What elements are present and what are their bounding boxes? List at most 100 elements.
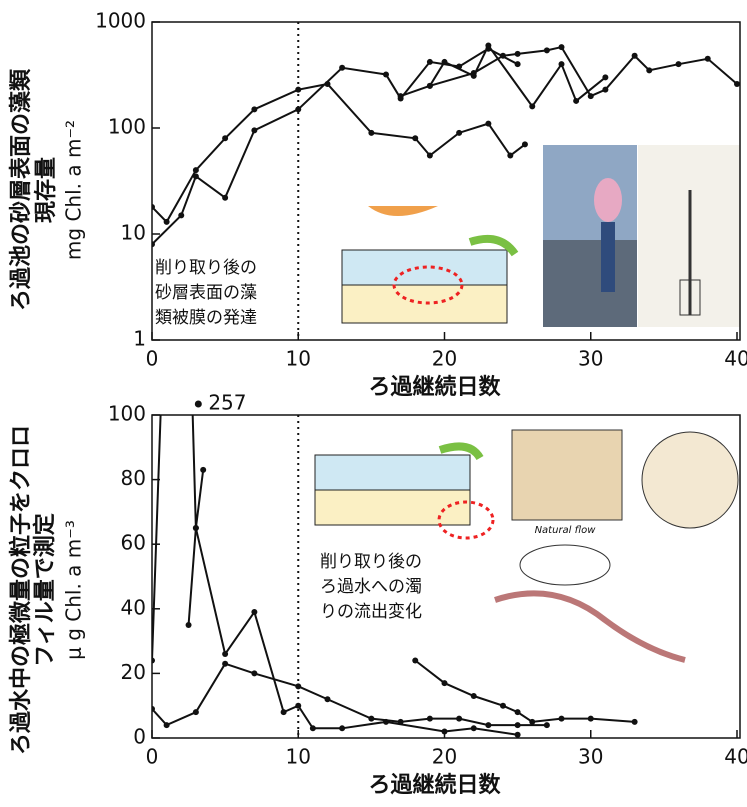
- data-point: [295, 703, 301, 709]
- data-point: [676, 61, 682, 67]
- data-point: [222, 195, 228, 201]
- data-point: [559, 61, 565, 67]
- data-point: [500, 53, 506, 59]
- data-point: [251, 609, 257, 615]
- chart: Natural flow 1101001000010203040ろ過継続日数ろ過…: [0, 0, 747, 807]
- data-point: [186, 622, 192, 628]
- data-point: [646, 67, 652, 73]
- data-point: [442, 729, 448, 735]
- y-tick-label: 1: [133, 327, 146, 351]
- data-point: [178, 212, 184, 218]
- illustration: [315, 430, 738, 660]
- y-tick-label: 80: [121, 466, 146, 490]
- y-tick-label: 1000: [95, 9, 146, 33]
- data-point: [471, 725, 477, 731]
- data-point: [251, 127, 257, 133]
- x-tick-label: 10: [286, 745, 311, 769]
- data-point: [456, 130, 462, 136]
- data-point: [529, 719, 535, 725]
- data-point: [632, 53, 638, 59]
- series-line: [152, 49, 518, 245]
- data-point: [193, 709, 199, 715]
- data-point: [485, 43, 491, 49]
- data-point: [193, 525, 199, 531]
- x-axis-label: ろ過継続日数: [368, 772, 501, 798]
- data-point: [471, 693, 477, 699]
- annotation: 削り取り後の: [155, 258, 257, 278]
- data-point: [339, 725, 345, 731]
- data-point: [588, 716, 594, 722]
- data-point: [368, 716, 374, 722]
- y-tick-label: 0: [133, 725, 146, 749]
- x-tick-label: 20: [432, 745, 457, 769]
- data-point: [427, 59, 433, 65]
- x-tick-label: 30: [578, 745, 603, 769]
- data-point: [705, 56, 711, 62]
- annotation: 砂層表面の藻: [155, 283, 257, 303]
- y-axis-label: ろ過池の砂層表面の藻類: [8, 68, 34, 311]
- y-tick-label: 10: [121, 221, 146, 245]
- data-point: [427, 716, 433, 722]
- data-point: [295, 106, 301, 112]
- x-tick-label: 0: [146, 347, 159, 371]
- y-axis-label: 現存量: [33, 157, 59, 223]
- annotation: 削り取り後の: [320, 552, 422, 572]
- data-point: [200, 467, 206, 473]
- data-point: [471, 73, 477, 79]
- data-point: [515, 51, 521, 57]
- data-point: [602, 87, 608, 93]
- data-point: [559, 44, 565, 50]
- data-point: [412, 135, 418, 141]
- data-point: [602, 74, 608, 80]
- data-point: [193, 173, 199, 179]
- data-point: [164, 219, 170, 225]
- x-tick-label: 20: [432, 347, 457, 371]
- data-point: [442, 59, 448, 65]
- data-point: [515, 61, 521, 67]
- series-line: [401, 47, 737, 96]
- x-tick-label: 40: [724, 347, 747, 371]
- data-point: [544, 722, 550, 728]
- data-point: [383, 71, 389, 77]
- y-tick-label: 100: [108, 115, 146, 139]
- annotation: 類被膜の発達: [155, 308, 257, 328]
- data-point: [149, 657, 155, 663]
- data-point: [251, 670, 257, 676]
- data-point: [398, 93, 404, 99]
- data-point: [149, 204, 155, 210]
- x-tick-label: 30: [578, 347, 603, 371]
- x-tick-label: 10: [286, 347, 311, 371]
- annotation: りの流出変化: [320, 602, 422, 622]
- data-point: [368, 130, 374, 136]
- data-point: [149, 241, 155, 247]
- data-point: [544, 47, 550, 53]
- data-point: [251, 106, 257, 112]
- series-line: [415, 660, 634, 721]
- data-point: [485, 121, 491, 127]
- data-point: [195, 401, 202, 408]
- data-point: [295, 683, 301, 689]
- data-point: [442, 680, 448, 686]
- data-point: [588, 93, 594, 99]
- data-point: [222, 651, 228, 657]
- data-point: [164, 722, 170, 728]
- series-line: [152, 664, 547, 725]
- data-point: [412, 657, 418, 663]
- data-point: [522, 141, 528, 147]
- y-tick-label: 60: [121, 531, 146, 555]
- data-point: [222, 661, 228, 667]
- illustration: [342, 145, 740, 327]
- data-point: [515, 722, 521, 728]
- y-tick-label: 40: [121, 595, 146, 619]
- y-tick-label: 100: [108, 402, 146, 426]
- data-point: [222, 135, 228, 141]
- y-axis-label: ろ過水中の極微量の粒子をクロロ: [8, 425, 34, 755]
- data-point: [310, 725, 316, 731]
- x-axis-label: ろ過継続日数: [368, 374, 501, 400]
- data-label: 257: [208, 391, 246, 415]
- data-point: [339, 65, 345, 71]
- data-point: [149, 706, 155, 712]
- x-tick-label: 40: [724, 745, 747, 769]
- data-point: [193, 167, 199, 173]
- data-point: [559, 716, 565, 722]
